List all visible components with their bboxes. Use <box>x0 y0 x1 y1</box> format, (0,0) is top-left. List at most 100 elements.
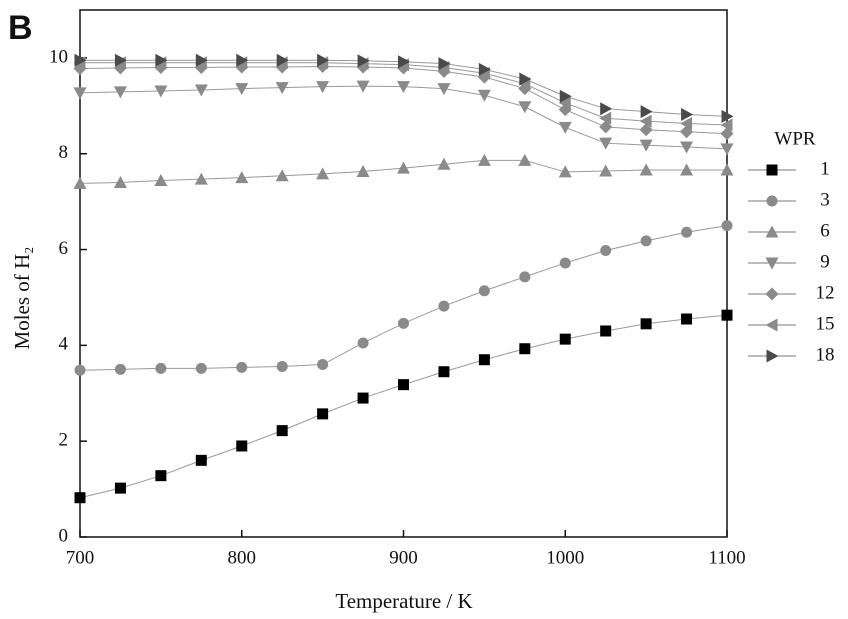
y-tick-label: 2 <box>59 430 69 451</box>
data-point <box>316 60 330 74</box>
series-line <box>79 225 728 371</box>
data-point <box>720 118 733 132</box>
legend-marker <box>765 257 779 270</box>
x-tick-label: 1100 <box>708 547 745 568</box>
data-point <box>478 285 490 297</box>
legend-marker <box>766 164 778 176</box>
data-point <box>154 85 168 98</box>
series-line <box>79 314 728 499</box>
data-point <box>681 313 693 325</box>
data-point <box>478 354 490 366</box>
legend-label: 12 <box>816 282 835 303</box>
data-point <box>275 82 289 95</box>
data-point <box>276 53 289 67</box>
data-point <box>317 359 329 371</box>
data-point <box>681 226 693 238</box>
data-point <box>357 337 369 349</box>
data-point <box>438 57 451 71</box>
data-point <box>559 89 572 103</box>
data-point <box>438 366 450 378</box>
data-point <box>639 163 653 176</box>
y-tick-label: 4 <box>59 334 69 355</box>
data-point <box>518 101 532 114</box>
data-point <box>639 114 652 128</box>
data-point <box>721 220 733 232</box>
data-point <box>357 392 369 404</box>
x-axis-label: Temperature / K <box>335 589 472 613</box>
data-point <box>720 143 734 156</box>
data-point <box>74 364 86 376</box>
data-point <box>356 80 370 93</box>
data-point <box>477 89 491 102</box>
legend-marker <box>766 195 778 207</box>
legend-label: 6 <box>820 220 830 241</box>
data-point <box>639 123 653 137</box>
data-point <box>235 171 249 184</box>
x-tick-label: 900 <box>389 547 418 568</box>
legend-title: WPR <box>774 128 816 149</box>
data-point <box>478 62 491 76</box>
data-point <box>276 360 288 372</box>
series-line <box>79 66 728 135</box>
data-point <box>73 87 87 100</box>
data-point <box>559 257 571 269</box>
data-point <box>558 96 571 110</box>
data-point <box>398 379 409 391</box>
data-point <box>477 153 491 166</box>
data-point <box>194 172 208 185</box>
legend-label: 15 <box>816 313 835 334</box>
data-point <box>275 169 289 182</box>
data-point <box>640 235 652 247</box>
data-point <box>680 141 694 154</box>
data-point <box>73 176 87 189</box>
data-point <box>316 167 330 180</box>
data-point <box>477 70 491 84</box>
data-point <box>599 137 613 150</box>
data-point <box>194 60 208 74</box>
data-point <box>74 492 86 504</box>
data-point <box>519 343 531 355</box>
data-point <box>154 174 168 187</box>
data-point <box>113 175 127 188</box>
data-point <box>599 111 612 125</box>
data-point <box>599 120 613 134</box>
data-point <box>74 53 87 67</box>
y-tick-label: 6 <box>59 238 69 259</box>
data-point <box>720 127 734 141</box>
x-tick-label: 1000 <box>546 547 584 568</box>
data-point <box>114 363 126 375</box>
data-point <box>356 164 370 177</box>
data-point <box>518 153 532 166</box>
legend-marker <box>765 318 778 332</box>
y-axis-label: Moles of H₂ <box>10 247 34 350</box>
data-point <box>317 408 329 420</box>
data-point <box>681 107 694 121</box>
legend-label: 1 <box>820 158 830 179</box>
panel-label: B <box>8 9 33 47</box>
data-point <box>558 121 572 134</box>
data-point <box>397 161 410 174</box>
data-point <box>316 81 330 94</box>
y-tick-label: 0 <box>59 525 69 546</box>
data-point <box>114 482 126 494</box>
data-point <box>600 245 612 257</box>
data-point <box>680 163 694 176</box>
data-point <box>680 117 693 131</box>
series-line <box>79 85 728 150</box>
data-point <box>357 54 370 68</box>
legend-marker <box>765 225 779 238</box>
data-point <box>640 318 652 330</box>
data-point <box>437 83 451 96</box>
data-point <box>195 454 207 466</box>
data-point <box>235 83 249 96</box>
data-point <box>599 164 613 177</box>
data-point <box>154 60 168 74</box>
data-point <box>720 163 734 176</box>
data-point <box>195 362 207 374</box>
data-point <box>680 125 694 139</box>
data-point <box>398 317 409 329</box>
data-point <box>600 325 612 337</box>
data-point <box>558 165 572 178</box>
legend-label: 9 <box>820 251 830 272</box>
data-point <box>397 81 410 94</box>
